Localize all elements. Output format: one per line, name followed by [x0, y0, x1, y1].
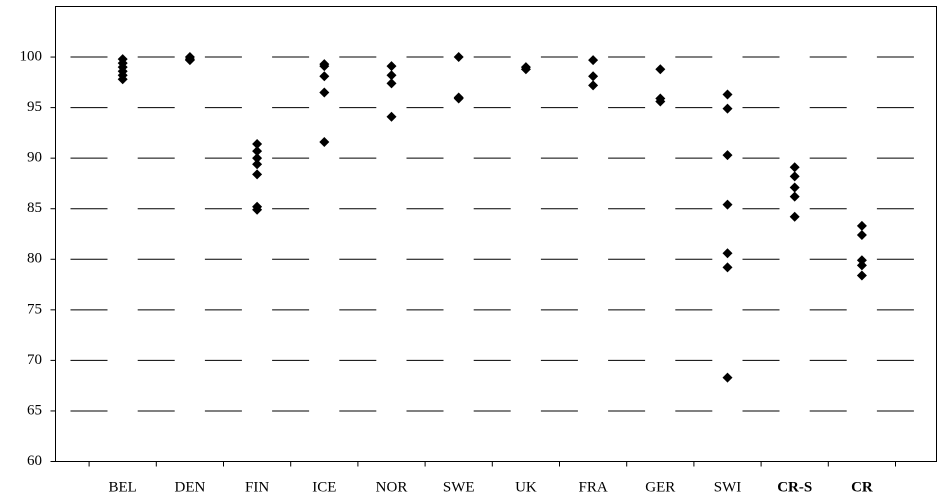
- x-tick-label: FRA: [579, 479, 608, 495]
- point: [252, 204, 263, 215]
- point: [252, 153, 263, 164]
- point: [252, 139, 263, 150]
- point: [520, 64, 531, 75]
- point: [117, 74, 128, 85]
- y-tick-label: 65: [27, 402, 42, 418]
- x-tick-label: GER: [645, 479, 675, 495]
- point: [789, 182, 800, 193]
- point: [453, 52, 464, 63]
- point: [856, 260, 867, 271]
- point: [655, 96, 666, 107]
- point: [722, 199, 733, 210]
- y-tick-label: 60: [27, 453, 42, 469]
- point: [722, 372, 733, 383]
- point: [789, 191, 800, 202]
- point: [319, 87, 330, 98]
- y-tick-label: 85: [27, 200, 42, 216]
- point: [856, 255, 867, 266]
- point: [856, 270, 867, 281]
- point: [789, 162, 800, 173]
- x-tick-label: FIN: [245, 479, 269, 495]
- point: [655, 64, 666, 75]
- x-tick-label: NOR: [376, 479, 408, 495]
- point: [722, 262, 733, 273]
- point: [386, 61, 397, 72]
- y-tick-label: 95: [27, 99, 42, 115]
- point: [386, 111, 397, 122]
- y-tick-label: 75: [27, 301, 42, 317]
- x-tick-label: ICE: [312, 479, 336, 495]
- point: [789, 171, 800, 182]
- point: [588, 71, 599, 82]
- x-tick-label: CR-S: [777, 479, 812, 495]
- point: [386, 78, 397, 89]
- point: [252, 159, 263, 170]
- y-tick-label: 70: [27, 352, 42, 368]
- point: [453, 93, 464, 104]
- point: [252, 169, 263, 180]
- x-tick-label: SWI: [714, 479, 742, 495]
- x-tick-label: CR: [851, 479, 873, 495]
- point: [722, 103, 733, 114]
- point: [789, 211, 800, 222]
- point: [319, 136, 330, 147]
- plot-frame: [55, 6, 937, 462]
- point: [252, 146, 263, 157]
- point: [588, 55, 599, 66]
- y-tick-label: 90: [27, 150, 42, 166]
- point: [722, 150, 733, 161]
- point: [856, 230, 867, 241]
- point: [184, 55, 195, 66]
- x-tick-label: SWE: [443, 479, 475, 495]
- point: [319, 61, 330, 72]
- point: [386, 70, 397, 81]
- x-tick-label: UK: [515, 479, 537, 495]
- y-tick-label: 80: [27, 251, 42, 267]
- point: [856, 220, 867, 231]
- y-tick-label: 100: [20, 48, 43, 64]
- point: [722, 248, 733, 259]
- point: [319, 71, 330, 82]
- point: [588, 80, 599, 91]
- x-tick-label: DEN: [174, 479, 205, 495]
- x-tick-label: BEL: [109, 479, 137, 495]
- point: [722, 89, 733, 100]
